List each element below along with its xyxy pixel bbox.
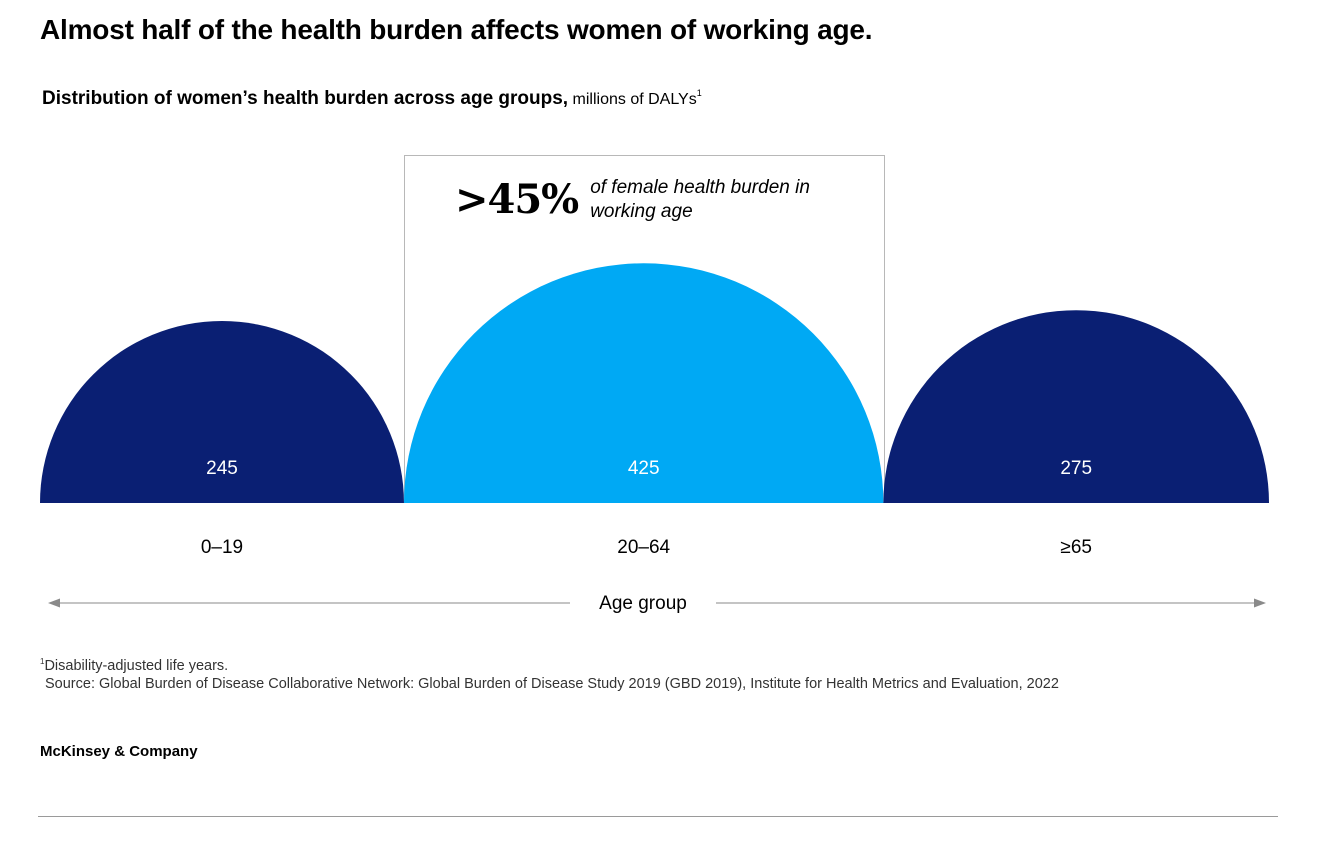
- brand-logo-text: McKinsey & Company: [40, 743, 198, 760]
- source-note: Source: Global Burden of Disease Collabo…: [45, 676, 1059, 692]
- x-axis-label: Age group: [599, 593, 687, 614]
- subtitle-footnote-marker: 1: [696, 88, 702, 98]
- value-label-2: 425: [628, 458, 660, 479]
- callout-text: of female health burden in working age: [590, 177, 810, 222]
- semicircle-1: [40, 321, 404, 503]
- semicircle-group: 245 0–19 425 20–64 275 ≥65: [40, 263, 1269, 558]
- value-label-1: 245: [206, 458, 238, 479]
- x-axis-arrow: Age group: [48, 593, 1266, 614]
- semicircle-chart: 245 0–19 425 20–64 275 ≥65 Age group: [40, 155, 1269, 614]
- arrow-left-icon: [48, 598, 60, 608]
- category-label-2: 20–64: [617, 537, 670, 558]
- category-label-3: ≥65: [1060, 537, 1092, 558]
- chart-title: Almost half of the health burden affects…: [40, 14, 873, 45]
- bottom-divider: [38, 816, 1278, 817]
- callout-value: >45%: [455, 176, 579, 223]
- semicircle-3: [883, 310, 1269, 503]
- subtitle-unit: millions of DALYs: [568, 91, 697, 108]
- value-label-3: 275: [1060, 458, 1092, 479]
- callout: >45% of female health burden in working …: [455, 176, 830, 224]
- category-label-1: 0–19: [201, 537, 243, 558]
- subtitle-bold: Distribution of women’s health burden ac…: [42, 88, 569, 109]
- arrow-right-icon: [1254, 598, 1266, 608]
- footnote: 1Disability-adjusted life years. Source:…: [40, 653, 1059, 693]
- semicircle-2: [403, 263, 884, 503]
- chart-subtitle: Distribution of women’s health burden ac…: [42, 88, 702, 110]
- footnote-marker: 1: [40, 657, 45, 666]
- footnote-text: Disability-adjusted life years.: [44, 658, 229, 674]
- footnote-definition: 1Disability-adjusted life years.: [40, 653, 1059, 675]
